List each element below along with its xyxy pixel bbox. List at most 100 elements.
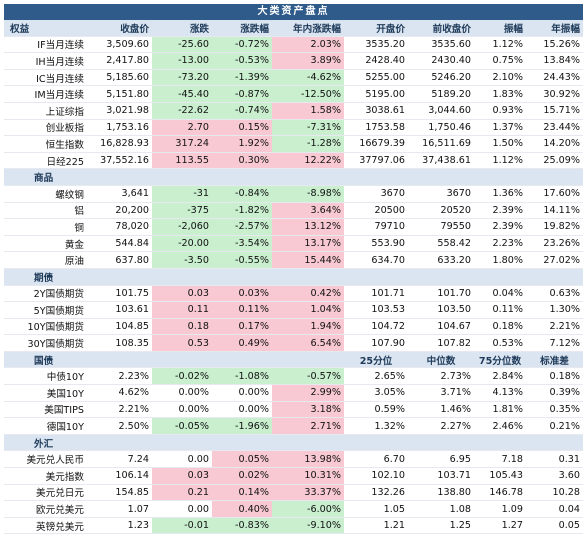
table-cell: 103.50	[408, 301, 474, 319]
table-cell: 17.60%	[526, 185, 583, 203]
column-header: 开盘价	[344, 20, 408, 37]
table-cell: 103.71	[408, 467, 474, 485]
table-cell: -12.50%	[272, 85, 344, 103]
table-cell: -1.39%	[212, 69, 272, 87]
table-cell: 0.18%	[526, 367, 583, 386]
table-cell: -6.00%	[272, 500, 344, 518]
row-label: 美国10Y	[4, 384, 92, 402]
section-filler	[408, 168, 474, 186]
section-filler	[272, 351, 344, 369]
section-filler	[272, 168, 344, 186]
section-filler	[474, 168, 526, 186]
table-cell: 7.12%	[526, 334, 583, 352]
table-cell: 0.04%	[474, 285, 526, 303]
table-cell: -1.82%	[212, 202, 272, 220]
table-cell: 553.90	[344, 235, 408, 253]
table-row: IM当月连续 5,151.80 -45.40 -0.87% -12.50% 5195.00…	[4, 85, 583, 103]
table-cell: 3.89%	[272, 52, 344, 70]
table-cell: -0.83%	[212, 517, 272, 534]
table-cell: 0.03	[152, 285, 212, 303]
section-header-row: 国债 25分位 中位数 75分位数 标准差	[4, 351, 583, 369]
table-cell: 37797.06	[344, 152, 408, 170]
table-cell: 24.43%	[526, 69, 583, 87]
table-cell: 0.00%	[152, 401, 212, 419]
table-row: 美国10Y 4.62% 0.00% 0.00% 2.99% 3.05% 3.71% 4.13%…	[4, 384, 583, 402]
table-cell: 13.98%	[272, 450, 344, 469]
table-cell: -13.00	[152, 52, 212, 70]
table-cell: 637.80	[92, 251, 152, 269]
row-label: 10Y国债期货	[4, 318, 92, 336]
row-label: 螺纹钢	[4, 185, 92, 203]
table-cell: 106.14	[92, 467, 152, 485]
table-cell: 5246.20	[408, 69, 474, 87]
row-label: 黄金	[4, 235, 92, 253]
section-filler	[526, 268, 583, 286]
section-filler	[408, 434, 474, 452]
column-header: 年振幅	[526, 20, 583, 37]
table-cell: 2.10%	[474, 69, 526, 87]
table-cell: 23.44%	[526, 119, 583, 137]
row-label: IF当月连续	[4, 36, 92, 54]
table-cell: 23.26%	[526, 235, 583, 253]
table-cell: 3,509.60	[92, 36, 152, 54]
table-cell: 78,020	[92, 218, 152, 236]
row-label: 30Y国债期货	[4, 334, 92, 352]
table-cell: 1.04%	[272, 301, 344, 319]
column-header: 振幅	[474, 20, 526, 37]
table-cell: -0.55%	[212, 251, 272, 269]
table-cell: -0.84%	[212, 185, 272, 203]
section-subheader: 中位数	[408, 351, 474, 369]
column-header: 权益	[4, 20, 92, 37]
table-cell: 0.17%	[212, 318, 272, 336]
row-label: 5Y国债期货	[4, 301, 92, 319]
table-cell: -45.40	[152, 85, 212, 103]
table-cell: 14.20%	[526, 135, 583, 153]
table-cell: 3,021.98	[92, 102, 152, 120]
table-cell: 3670	[344, 185, 408, 203]
table-cell: -3.50	[152, 251, 212, 269]
table-cell: 13.17%	[272, 235, 344, 253]
table-cell: 1.08	[408, 500, 474, 518]
table-cell: 154.85	[92, 484, 152, 502]
row-label: 中债10Y	[4, 367, 92, 386]
table-cell: 104.85	[92, 318, 152, 336]
table-row: 中债10Y 2.23% -0.02% -1.08% -0.57% 2.65% 2.73% 2.…	[4, 367, 583, 386]
table-row: 5Y国债期货 103.61 0.11 0.11% 1.04% 103.53 103.50 0.…	[4, 301, 583, 319]
section-filler	[152, 351, 212, 369]
table-cell: 0.00	[152, 500, 212, 518]
section-filler	[152, 268, 212, 286]
section-filler	[474, 268, 526, 286]
section-filler	[212, 268, 272, 286]
table-cell: 2430.40	[408, 52, 474, 70]
column-header: 年内涨跌幅	[272, 20, 344, 37]
table-row: 恒生指数 16,828.93 317.24 1.92% -1.28% 16679.39 16…	[4, 135, 583, 153]
table-cell: 10.28	[526, 484, 583, 502]
section-filler	[474, 434, 526, 452]
table-row: 螺纹钢 3,641 -31 -0.84% -8.98% 3670 3670 1.36% 17.6…	[4, 185, 583, 203]
table-cell: 0.35%	[526, 401, 583, 419]
column-header: 前收盘价	[408, 20, 474, 37]
table-cell: 25.09%	[526, 152, 583, 170]
table-cell: 20520	[408, 202, 474, 220]
table-cell: -8.98%	[272, 185, 344, 203]
table-cell: 0.53%	[474, 334, 526, 352]
table-cell: 2.65%	[344, 367, 408, 386]
table-cell: 317.24	[152, 135, 212, 153]
section-filler	[344, 168, 408, 186]
table-cell: -1.08%	[212, 367, 272, 386]
table-cell: 2.71%	[272, 417, 344, 435]
section-filler	[92, 434, 152, 452]
section-header-row: 期债	[4, 268, 583, 286]
section-filler	[92, 351, 152, 369]
table-cell: 1.21	[344, 517, 408, 534]
table-cell: 2.39%	[474, 202, 526, 220]
table-cell: 0.21	[152, 484, 212, 502]
table-row: 原油 637.80 -3.50 -0.55% 15.44% 634.70 633.20 1.8…	[4, 251, 583, 269]
table-cell: 2.39%	[474, 218, 526, 236]
table-cell: 2.21%	[92, 401, 152, 419]
asset-review-table: 大类资产盘点 权益 收盘价 涨跌 涨跌幅 年内涨跌幅 开盘价 前收盘价 振幅 年振幅 IF当月连续…	[4, 4, 583, 534]
table-cell: 14.11%	[526, 202, 583, 220]
table-row: 美国TIPS 2.21% 0.00% 0.00% 3.18% 0.59% 1.46% 1.81…	[4, 401, 583, 419]
table-cell: 6.54%	[272, 334, 344, 352]
table-cell: -2,060	[152, 218, 212, 236]
